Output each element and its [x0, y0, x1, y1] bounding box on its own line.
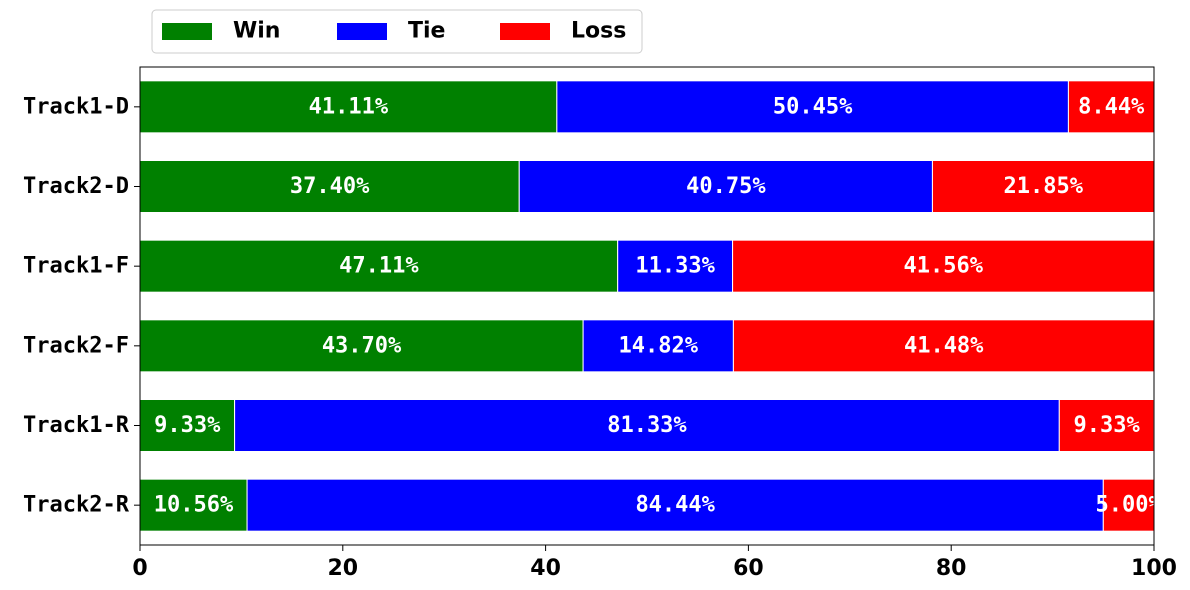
x-tick-label: 60	[733, 556, 764, 581]
bar-label-win-track1-f: 47.11%	[339, 254, 419, 279]
y-tick-label: Track2-D	[23, 174, 129, 199]
legend-swatch-loss	[500, 23, 550, 40]
x-tick-label: 40	[530, 556, 561, 581]
bar-loss-track2-r	[1102, 478, 1155, 532]
plot-frame	[139, 66, 1155, 546]
bar-tie-track1-r	[234, 399, 1060, 452]
bar-label-win-track2-r: 10.56%	[154, 493, 234, 518]
legend: Win Tie Loss	[151, 9, 643, 54]
bar-loss-track1-f	[732, 239, 1155, 293]
bar-win-track2-d	[139, 160, 520, 213]
bar-win-track1-r	[139, 399, 236, 452]
x-tick-label: 0	[132, 556, 147, 581]
bar-loss-track2-f	[732, 319, 1155, 373]
bar-label-loss-track2-r: 5.00%	[1096, 493, 1163, 518]
legend-swatch-win	[162, 23, 212, 40]
bar-label-tie-track2-r: 84.44%	[635, 493, 715, 518]
bar-label-win-track2-d: 37.40%	[290, 174, 370, 199]
bar-label-win-track2-f: 43.70%	[322, 333, 402, 358]
x-tick-label: 100	[1131, 556, 1177, 581]
bar-label-loss-track1-f: 41.56%	[904, 254, 984, 279]
bar-tie-track1-f	[617, 239, 734, 293]
bar-labels-group: 41.11% 50.45% 8.44% 37.40% 40.75% 21.85% 47.11…	[154, 94, 1163, 518]
x-axis: 0 20 40 60 80 100	[132, 545, 1177, 581]
bar-label-tie-track1-d: 50.45%	[773, 94, 853, 119]
legend-box	[151, 9, 643, 54]
bar-label-loss-track1-d: 8.44%	[1078, 94, 1145, 119]
legend-label-tie: Tie	[408, 19, 445, 44]
bar-win-track2-f	[139, 319, 584, 373]
x-tick-label: 80	[936, 556, 967, 581]
bar-tie-track2-d	[518, 160, 933, 213]
bar-tie-track2-r	[246, 478, 1104, 532]
bar-loss-track1-d	[1067, 80, 1155, 134]
bar-label-tie-track1-f: 11.33%	[635, 254, 715, 279]
bar-label-win-track1-r: 9.33%	[154, 413, 221, 438]
bar-label-loss-track2-f: 41.48%	[904, 333, 984, 358]
y-axis: Track1-D Track2-D Track1-F Track2-F Track1-R…	[23, 94, 140, 518]
bar-label-loss-track2-d: 21.85%	[1003, 174, 1083, 199]
x-tick-label: 20	[327, 556, 358, 581]
legend-label-win: Win	[233, 19, 280, 44]
bar-loss-track2-d	[931, 160, 1155, 213]
bar-label-loss-track1-r: 9.33%	[1073, 413, 1140, 438]
y-tick-label: Track1-D	[23, 94, 129, 119]
bars-group	[139, 80, 1155, 532]
bar-label-tie-track2-d: 40.75%	[686, 174, 766, 199]
y-tick-label: Track2-R	[23, 493, 130, 518]
y-tick-label: Track2-F	[23, 333, 129, 358]
bar-label-tie-track1-r: 81.33%	[607, 413, 687, 438]
y-tick-label: Track1-F	[23, 254, 129, 279]
bar-win-track1-f	[139, 239, 619, 293]
legend-swatch-tie	[337, 23, 387, 40]
y-tick-label: Track1-R	[23, 413, 130, 438]
bar-win-track1-d	[139, 80, 558, 134]
bar-label-win-track1-d: 41.11%	[309, 94, 389, 119]
legend-label-loss: Loss	[571, 19, 626, 44]
bar-tie-track1-d	[556, 80, 1069, 134]
bar-label-tie-track2-f: 14.82%	[619, 333, 699, 358]
